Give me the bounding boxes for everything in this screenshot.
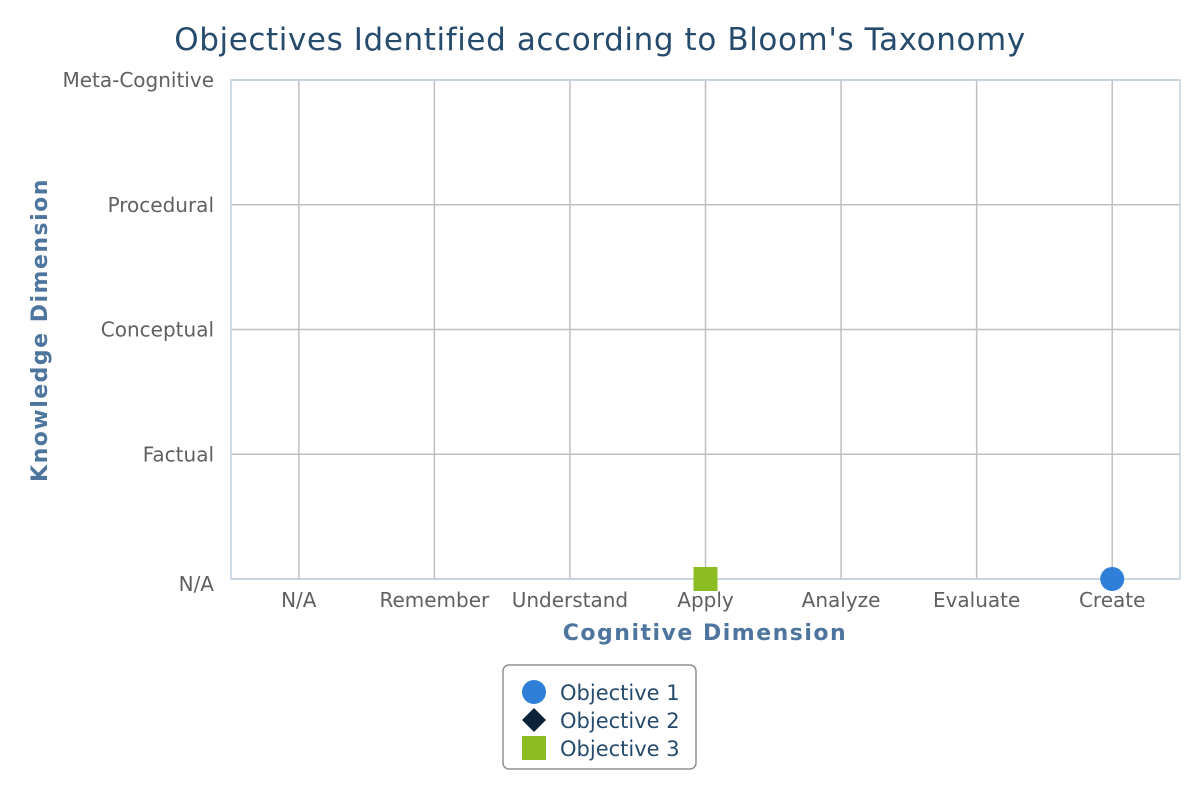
legend-box: [502, 664, 697, 770]
y-tick-label: Procedural: [108, 193, 214, 217]
y-tick-label: Conceptual: [101, 318, 214, 342]
legend-item-2[interactable]: Objective 2: [522, 708, 680, 733]
x-axis-ticks: N/A Remember Understand Apply Analyze Evaluat…: [281, 588, 1145, 612]
legend[interactable]: Objective 1 Objective 2 Objective 3: [502, 664, 697, 770]
legend-item-3[interactable]: Objective 3: [522, 736, 680, 761]
x-tick-label: Create: [1079, 588, 1145, 612]
y-tick-label: Meta-Cognitive: [62, 68, 214, 92]
x-tick-label: N/A: [281, 588, 317, 612]
points-layer: [693, 567, 1125, 591]
legend-label: Objective 2: [560, 709, 680, 733]
x-tick-label: Apply: [677, 588, 734, 612]
x-tick-label: Understand: [512, 588, 628, 612]
chart-title: Objectives Identified according to Bloom…: [174, 22, 1026, 58]
legend-items: Objective 1 Objective 2 Objective 3: [522, 680, 680, 761]
y-tick-label: N/A: [179, 572, 215, 596]
legend-item-1[interactable]: Objective 1: [522, 680, 680, 705]
legend-marker-diamond: [522, 708, 546, 732]
legend-label: Objective 1: [560, 681, 680, 705]
x-tick-label: Remember: [379, 588, 490, 612]
y-axis-ticks: N/A Factual Conceptual Procedural Meta-Cogni…: [62, 68, 214, 596]
legend-marker-square: [522, 736, 546, 760]
x-tick-label: Evaluate: [933, 588, 1020, 612]
legend-marker-circle: [522, 680, 546, 704]
x-tick-label: Analyze: [802, 588, 881, 612]
x-axis-title: Cognitive Dimension: [563, 621, 847, 646]
data-point-series-1: [1100, 567, 1125, 591]
y-axis-title: Knowledge Dimension: [28, 178, 53, 482]
grid-layer: [231, 79, 1180, 580]
data-point-series-3: [693, 567, 718, 591]
y-tick-label: Factual: [143, 442, 214, 466]
legend-label: Objective 3: [560, 737, 680, 761]
